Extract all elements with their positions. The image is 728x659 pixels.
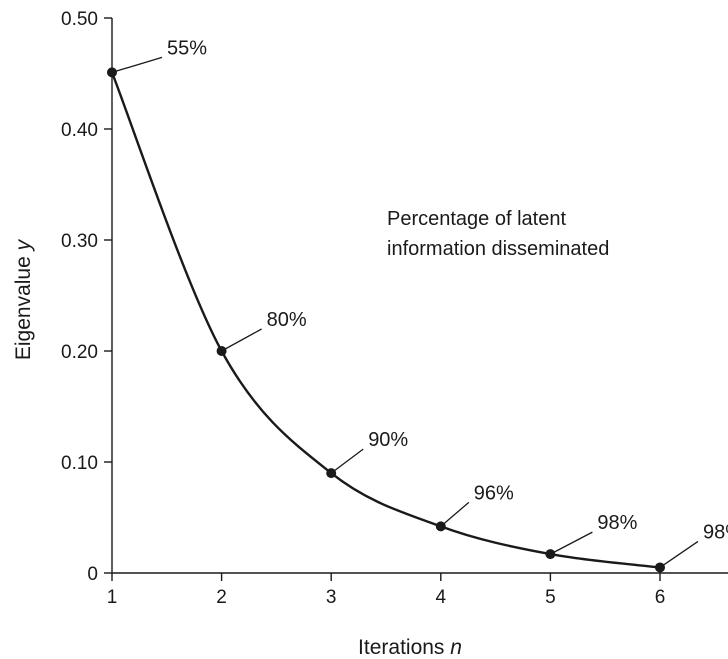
- leader-line: [221, 328, 262, 352]
- data-point: [435, 521, 446, 532]
- x-tick-label: 5: [545, 587, 556, 608]
- data-point: [326, 468, 337, 479]
- y-tick-label: 0.10: [61, 453, 98, 474]
- data-point: [216, 346, 227, 356]
- x-axis: 1 2 3 4 5 6: [107, 572, 728, 608]
- leader-line: [440, 501, 470, 527]
- eigenvalue-curve: [110, 71, 661, 569]
- x-axis-title-variable: n: [450, 636, 462, 659]
- annotation-line-2: information disseminated: [387, 238, 609, 260]
- data-point: [107, 67, 117, 78]
- y-axis-title: Eigenvalue y: [12, 238, 35, 360]
- data-point: [655, 562, 665, 573]
- x-axis-title-text: Iterations: [358, 636, 450, 659]
- leader-line: [111, 56, 163, 74]
- percentage-label: 98%: [703, 521, 728, 543]
- x-tick-label: 1: [107, 587, 118, 608]
- y-tick-label: 0.50: [61, 9, 98, 30]
- annotation-line-1: Percentage of latent: [387, 208, 566, 230]
- leader-line: [550, 531, 593, 555]
- y-tick-label: 0.40: [61, 120, 98, 141]
- percentage-label: 96%: [474, 482, 514, 504]
- x-tick-label: 4: [436, 587, 447, 608]
- y-axis: 0 0.10 0.20 0.30 0.40 0.50: [61, 9, 113, 585]
- leader-line: [659, 540, 699, 568]
- percentage-label: 80%: [267, 309, 307, 331]
- y-axis-title-text: Eigenvalue: [12, 250, 35, 360]
- percentage-label: 55%: [167, 37, 207, 59]
- percentage-label: 98%: [597, 512, 637, 534]
- y-tick-label: 0.20: [61, 342, 98, 363]
- y-axis-title-variable: y: [12, 238, 35, 252]
- x-tick-label: 3: [326, 587, 337, 608]
- x-tick-label: 2: [216, 587, 227, 608]
- x-axis-title: Iterations n: [358, 636, 462, 659]
- x-tick-label: 6: [655, 587, 666, 608]
- y-tick-label: 0: [87, 564, 98, 585]
- leader-line: [330, 448, 364, 474]
- y-tick-label: 0.30: [61, 231, 98, 252]
- data-point: [545, 549, 556, 560]
- percentage-label: 90%: [368, 429, 408, 451]
